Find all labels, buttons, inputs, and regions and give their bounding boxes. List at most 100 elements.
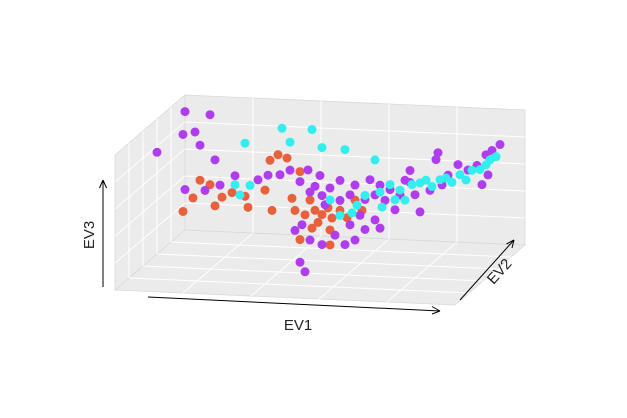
- data-point: [287, 193, 297, 203]
- data-point: [178, 129, 188, 139]
- data-point: [313, 217, 323, 227]
- data-point: [325, 183, 335, 193]
- data-point: [290, 205, 300, 215]
- side-panel: [114, 94, 186, 291]
- data-point: [355, 210, 365, 220]
- points: [152, 107, 505, 277]
- data-point: [307, 125, 317, 135]
- data-point: [431, 155, 441, 165]
- data-point: [282, 153, 292, 163]
- data-point: [410, 190, 420, 200]
- data-point: [243, 202, 253, 212]
- panel-grid-line: [170, 241, 512, 258]
- data-point: [335, 210, 345, 220]
- data-point: [230, 171, 240, 181]
- data-point: [400, 195, 410, 205]
- data-point: [180, 107, 190, 117]
- data-point: [365, 175, 375, 185]
- x-axis-label: EV1: [284, 317, 312, 334]
- data-point: [325, 195, 335, 205]
- arrow-head: [99, 179, 107, 189]
- data-point: [152, 147, 162, 157]
- data-point: [380, 195, 390, 205]
- z-axis-label: EV3: [81, 221, 98, 249]
- data-point: [390, 205, 400, 215]
- panel-grid-line: [386, 241, 458, 303]
- data-point: [427, 181, 437, 191]
- data-point: [295, 257, 305, 267]
- data-point: [305, 187, 315, 197]
- data-point: [305, 235, 315, 245]
- data-point: [295, 177, 305, 187]
- data-point: [377, 202, 387, 212]
- data-point: [200, 185, 210, 195]
- arrow-head: [506, 239, 515, 249]
- x-axis-arrow: [147, 296, 441, 312]
- data-point: [305, 195, 315, 205]
- data-point: [195, 175, 205, 185]
- data-point: [421, 175, 431, 185]
- panel-grid-line: [184, 148, 526, 165]
- data-point: [253, 175, 263, 185]
- data-point: [407, 180, 417, 190]
- data-point: [310, 205, 320, 215]
- arrow-head: [431, 306, 441, 315]
- data-point: [285, 165, 295, 175]
- data-point: [360, 224, 370, 234]
- data-point: [295, 167, 305, 177]
- data-point: [483, 170, 493, 180]
- data-point: [178, 206, 188, 216]
- data-point: [317, 240, 327, 250]
- data-point: [345, 220, 355, 230]
- data-point: [375, 223, 385, 233]
- data-point: [385, 180, 395, 190]
- data-point: [290, 225, 300, 235]
- data-point: [327, 213, 337, 223]
- data-point: [210, 201, 220, 211]
- data-point: [415, 207, 425, 217]
- data-point: [217, 192, 227, 202]
- panel-grid-line: [114, 148, 186, 210]
- box-panels: [113, 94, 527, 306]
- data-point: [491, 152, 501, 162]
- data-point: [245, 180, 255, 190]
- data-point: [317, 210, 327, 220]
- panel-grid-line: [114, 121, 186, 183]
- data-point: [335, 195, 345, 205]
- y-axis-arrow: [459, 239, 515, 301]
- data-point: [495, 140, 505, 150]
- data-point: [230, 180, 240, 190]
- data-point: [317, 191, 327, 201]
- data-point: [325, 240, 335, 250]
- data-point: [277, 123, 287, 133]
- panel-grid-line: [142, 265, 484, 282]
- data-point: [375, 187, 385, 197]
- panel-grid-line: [318, 238, 390, 300]
- data-point: [447, 177, 457, 187]
- data-point: [352, 200, 362, 210]
- data-point: [340, 240, 350, 250]
- panel-grid-line: [128, 277, 470, 294]
- data-point: [195, 140, 205, 150]
- axes: [99, 179, 515, 315]
- data-point: [370, 215, 380, 225]
- data-point: [455, 170, 465, 180]
- data-point: [190, 127, 200, 137]
- data-point: [180, 185, 190, 195]
- data-point: [295, 235, 305, 245]
- data-point: [350, 180, 360, 190]
- panel-grid-line: [114, 202, 186, 264]
- data-point: [188, 193, 198, 203]
- data-point: [303, 165, 313, 175]
- data-point: [433, 148, 443, 158]
- data-point: [375, 180, 385, 190]
- data-point: [345, 190, 355, 200]
- data-point: [263, 170, 273, 180]
- data-point: [300, 267, 310, 277]
- data-point: [307, 223, 317, 233]
- data-point: [265, 155, 275, 165]
- panel-grid-line: [156, 253, 498, 270]
- data-point: [300, 210, 310, 220]
- data-point: [273, 150, 283, 160]
